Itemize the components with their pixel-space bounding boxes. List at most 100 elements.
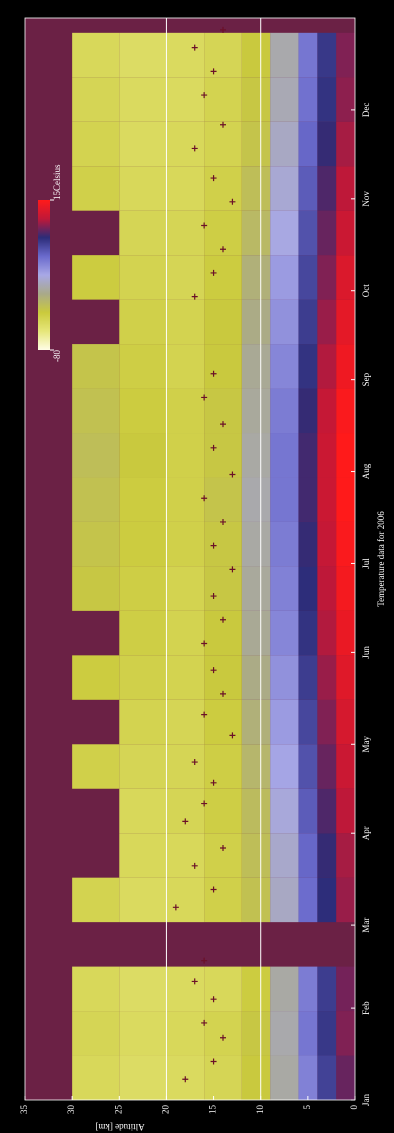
heatmap-cell: [336, 77, 355, 122]
heatmap-cell: [241, 210, 271, 256]
marker: [229, 566, 236, 573]
heatmap-cell: [336, 788, 355, 834]
marker: [201, 1019, 208, 1026]
heatmap-cell: [241, 477, 271, 522]
heatmap-cell: [336, 966, 355, 1012]
heatmap-cell: [270, 32, 299, 78]
heatmap-cell: [270, 477, 299, 522]
heatmap-cell: [119, 1011, 167, 1056]
heatmap-cell: [298, 433, 318, 478]
marker: [229, 471, 236, 478]
heatmap-cell: [336, 877, 355, 923]
y-tick-label: 20: [160, 1105, 170, 1115]
heatmap-cell: [298, 166, 318, 211]
heatmap-cell: [241, 299, 271, 345]
heatmap-cell: [298, 877, 318, 923]
x-tick-label: Sep: [361, 372, 371, 386]
heatmap-cell: [166, 521, 205, 567]
heatmap-cell: [241, 966, 271, 1012]
heatmap-cell: [166, 32, 205, 78]
heatmap-cell: [119, 210, 167, 256]
heatmap-cell: [298, 566, 318, 611]
heatmap-cell: [72, 166, 120, 211]
marker: [229, 732, 236, 739]
heatmap-cell: [166, 744, 205, 789]
heatmap-cell: [204, 255, 242, 300]
heatmap-cell: [241, 166, 271, 211]
heatmap-cell: [119, 610, 167, 656]
heatmap-cell: [166, 344, 205, 389]
heatmap-cell: [204, 344, 242, 389]
marker: [182, 818, 189, 825]
heatmap-cell: [270, 166, 299, 211]
heatmap-cell: [72, 877, 120, 923]
heatmap-cell: [298, 32, 318, 78]
heatmap-cell: [119, 699, 167, 745]
heatmap-cell: [298, 255, 318, 300]
heatmap-cell: [241, 1055, 271, 1100]
heatmap-cell: [204, 699, 242, 745]
marker: [210, 886, 217, 893]
heatmap-cell: [336, 32, 355, 78]
x-axis-title: Temperature data for 2006: [376, 511, 386, 607]
heatmap-cell: [241, 388, 271, 434]
heatmap-cell: [241, 1011, 271, 1056]
heatmap-cell: [72, 77, 120, 122]
heatmap-cell: [166, 966, 205, 1012]
heatmap-cell: [72, 433, 120, 478]
heatmap-cell: [336, 655, 355, 700]
heatmap-cell: [270, 255, 299, 300]
heatmap-cell: [119, 255, 167, 300]
heatmap-cell: [298, 744, 318, 789]
heatmap-cell: [336, 299, 355, 345]
heatmap-cell: [270, 966, 299, 1012]
heatmap-cell: [72, 1055, 120, 1100]
heatmap-cell: [119, 566, 167, 611]
marker: [210, 175, 217, 182]
heatmap-cell: [317, 655, 337, 700]
marker: [220, 246, 226, 253]
heatmap-cell: [270, 788, 299, 834]
heatmap-cell: [317, 77, 337, 122]
heatmap-cell: [241, 433, 271, 478]
heatmap-cell: [241, 77, 271, 122]
marker: [210, 269, 217, 276]
heatmap-cell: [317, 121, 337, 167]
heatmap-cell: [317, 833, 337, 878]
marker: [201, 495, 208, 502]
heatmap-cell: [166, 299, 205, 345]
heatmap-cell: [166, 566, 205, 611]
heatmap-cell: [204, 477, 242, 522]
heatmap-cell: [72, 344, 120, 389]
colorbar-label: -80: [52, 350, 62, 362]
x-tick-label: Apr: [361, 826, 371, 840]
y-tick-label: 25: [113, 1105, 123, 1115]
heatmap-cell: [72, 32, 120, 78]
heatmap-cell: [119, 299, 167, 345]
marker: [201, 394, 208, 401]
x-tick-label: Jan: [361, 1094, 371, 1106]
heatmap-cell: [317, 610, 337, 656]
marker: [210, 542, 217, 549]
marker: [191, 44, 198, 51]
heatmap-cell: [336, 521, 355, 567]
heatmap-cell: [72, 477, 120, 522]
marker: [210, 444, 217, 451]
heatmap-cell: [270, 610, 299, 656]
heatmap-cell: [119, 121, 167, 167]
heatmap-cell: [317, 210, 337, 256]
marker: [191, 978, 198, 985]
heatmap-cell: [204, 744, 242, 789]
heatmap-cell: [270, 699, 299, 745]
heatmap-cell: [72, 1011, 120, 1056]
heatmap-cell: [119, 966, 167, 1012]
heatmap-cell: [204, 1011, 242, 1056]
heatmap-cell: [270, 521, 299, 567]
heatmap-cell: [270, 433, 299, 478]
heatmap-cell: [241, 344, 271, 389]
heatmap-cell: [270, 210, 299, 256]
heatmap-cell: [336, 210, 355, 256]
heatmap-cell: [166, 1011, 205, 1056]
heatmap-cell: [204, 788, 242, 834]
